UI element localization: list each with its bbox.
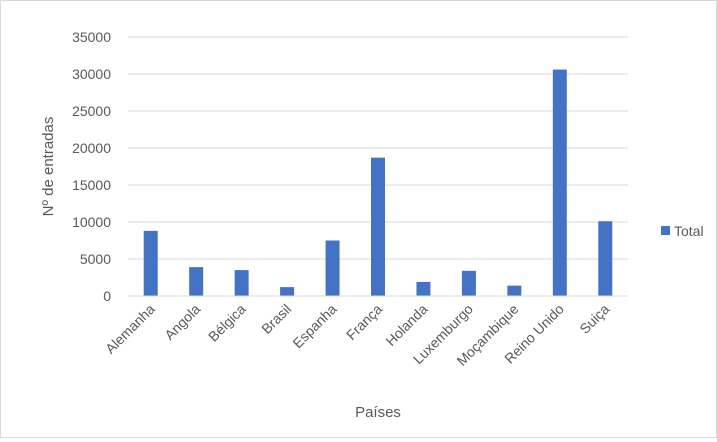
y-axis-label: Nº de entradas [40,117,57,217]
bar [416,281,431,296]
bar [325,240,340,296]
legend: Total [661,223,704,239]
bar [552,69,567,296]
bar [143,230,158,296]
bar [280,287,295,296]
x-axis-label: Países [355,404,401,421]
y-axis-ticks: 0 5000 10000 15000 20000 25000 30000 35000 [72,29,111,304]
y-tick-label: 5000 [80,251,111,267]
x-tick-label: Espanha [289,301,340,352]
y-tick-label: 15000 [72,177,111,193]
y-tick-label: 35000 [72,29,111,45]
y-tick-label: 0 [103,288,111,304]
y-tick-label: 20000 [72,140,111,156]
x-tick-label: Alemanha [102,301,158,357]
x-tick-label: Brasil [258,301,294,337]
bar [461,270,476,296]
y-tick-label: 10000 [72,214,111,230]
bar [598,221,613,296]
bar [507,285,522,296]
y-tick-label: 30000 [72,66,111,82]
bars [143,69,613,296]
legend-label: Total [674,223,704,239]
legend-swatch [661,226,670,235]
x-tick-label: Suiça [576,301,612,337]
x-tick-label: França [343,301,385,343]
x-tick-label: Angola [161,301,203,343]
bar [189,267,204,296]
x-tick-label: Bélgica [205,301,249,345]
bar [371,157,385,296]
bar [234,270,249,296]
y-tick-label: 25000 [72,103,111,119]
